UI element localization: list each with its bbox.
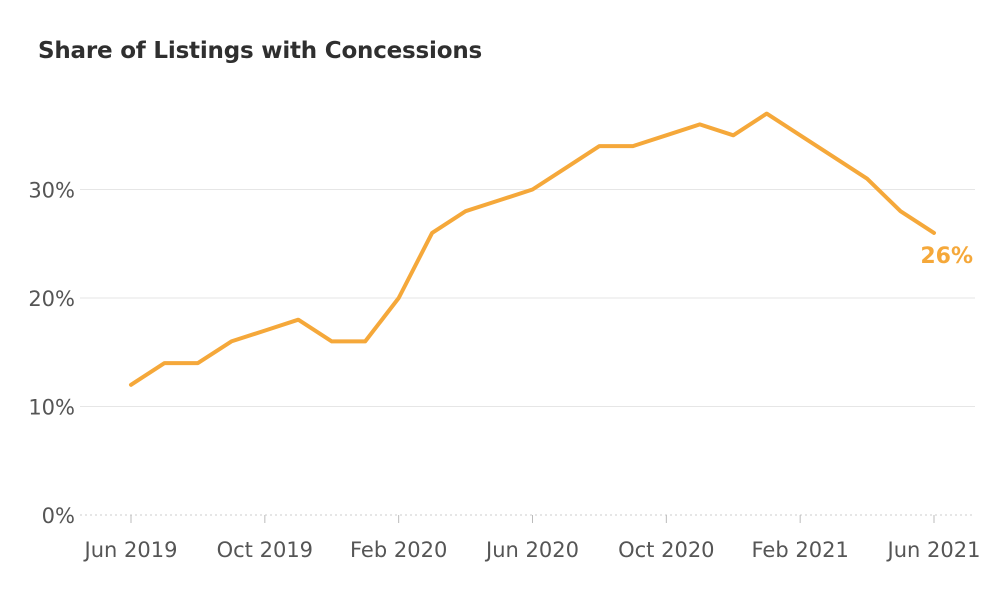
series-line bbox=[129, 111, 936, 387]
x-tick-label: Oct 2019 bbox=[217, 538, 313, 562]
x-tick-label: Feb 2020 bbox=[350, 538, 447, 562]
y-tick-label: 30% bbox=[28, 179, 75, 203]
end-value-label: 26% bbox=[920, 244, 973, 269]
chart-title: Share of Listings with Concessions bbox=[38, 38, 482, 64]
x-tick-label: Jun 2020 bbox=[484, 538, 579, 562]
x-tick-label: Feb 2021 bbox=[752, 538, 849, 562]
y-tick-label: 0% bbox=[42, 504, 75, 528]
x-tick-label: Oct 2020 bbox=[618, 538, 714, 562]
label-layer: 26% bbox=[920, 244, 973, 269]
grid-layer bbox=[80, 189, 975, 407]
axis-layer: 0% 10% 20% 30% Jun 2019 Oct 2019 Feb 2020 Jun 2… bbox=[28, 179, 980, 563]
x-tick-label: Jun 2019 bbox=[83, 538, 178, 562]
y-tick-label: 10% bbox=[28, 396, 75, 420]
series-layer bbox=[129, 111, 936, 387]
y-tick-label: 20% bbox=[28, 287, 75, 311]
x-tick-label: Jun 2021 bbox=[886, 538, 981, 562]
